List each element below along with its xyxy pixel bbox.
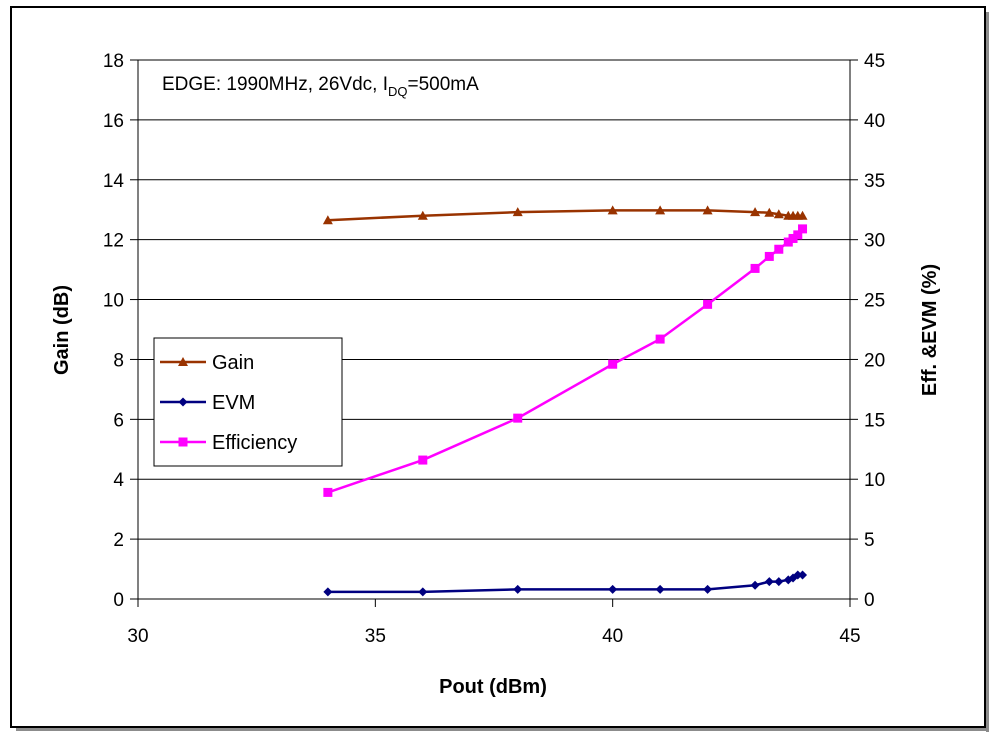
data-point bbox=[764, 207, 775, 217]
data-point bbox=[750, 580, 760, 590]
legend-label: Gain bbox=[212, 352, 254, 374]
chart-annotation: EDGE: 1990MHz, 26Vdc, IDQ=500mA bbox=[162, 74, 479, 99]
data-point bbox=[513, 413, 523, 423]
series-layer bbox=[322, 205, 808, 597]
data-point bbox=[178, 397, 188, 407]
y-tick-label: 2 bbox=[113, 530, 124, 551]
data-point bbox=[764, 251, 774, 261]
data-point bbox=[793, 230, 803, 240]
gridlines bbox=[138, 59, 850, 540]
y-tick-label: 16 bbox=[103, 111, 124, 132]
data-point bbox=[783, 237, 793, 247]
data-point bbox=[607, 205, 618, 215]
y-tick-label: 4 bbox=[113, 470, 124, 491]
legend-label: EVM bbox=[212, 392, 255, 414]
data-point bbox=[773, 209, 784, 219]
data-point bbox=[703, 299, 713, 309]
y2-tick-label: 5 bbox=[864, 530, 875, 551]
x-tick-label: 30 bbox=[127, 626, 148, 647]
y-axis-title: Gain (dB) bbox=[51, 285, 73, 375]
y2-tick-label: 40 bbox=[864, 111, 885, 132]
x-tick-label: 45 bbox=[839, 626, 860, 647]
y2-axis-title: Eff. &EVM (%) bbox=[919, 264, 941, 396]
y-tick-label: 18 bbox=[103, 51, 124, 72]
data-point bbox=[798, 224, 808, 234]
legend-label: Efficiency bbox=[212, 432, 297, 454]
y2-tick-label: 0 bbox=[864, 590, 875, 611]
series-line bbox=[327, 209, 803, 222]
data-point bbox=[798, 570, 808, 580]
data-point bbox=[608, 359, 618, 369]
data-point bbox=[774, 577, 784, 587]
data-point bbox=[750, 263, 760, 273]
y2-tick-label: 45 bbox=[864, 51, 885, 72]
series-line bbox=[327, 573, 803, 594]
data-point bbox=[178, 437, 188, 447]
data-point bbox=[512, 207, 523, 217]
y2-tick-label: 20 bbox=[864, 350, 885, 371]
data-point bbox=[513, 584, 523, 594]
x-tick-label: 40 bbox=[602, 626, 623, 647]
series-evm bbox=[323, 570, 808, 597]
series-efficiency bbox=[323, 224, 808, 497]
data-point bbox=[178, 357, 188, 366]
data-point bbox=[322, 215, 333, 225]
y2-tick-label: 15 bbox=[864, 410, 885, 431]
annotation-subscript: DQ bbox=[388, 84, 408, 99]
data-point bbox=[323, 487, 333, 497]
y2-tick-label: 10 bbox=[864, 470, 885, 491]
annotation-main: EDGE: 1990MHz, 26Vdc, I bbox=[162, 74, 388, 95]
frame-shadow-right bbox=[986, 12, 989, 732]
y-tick-label: 0 bbox=[113, 590, 124, 611]
data-point bbox=[788, 233, 798, 243]
annotation-suffix: =500mA bbox=[408, 74, 480, 95]
data-point bbox=[655, 584, 665, 594]
legend: Gain EVM Efficiency bbox=[153, 337, 343, 467]
axes: 0 2 4 6 8 10 12 14 16 18 0 5 10 15 20 25 30 35 40 45 30 35 40 4… bbox=[103, 51, 885, 647]
y-tick-label: 6 bbox=[113, 410, 124, 431]
data-point bbox=[702, 205, 713, 215]
y2-tick-label: 30 bbox=[864, 231, 885, 252]
series-gain bbox=[322, 205, 808, 225]
data-point bbox=[774, 244, 784, 254]
x-tick-label: 35 bbox=[365, 626, 386, 647]
y-tick-label: 12 bbox=[103, 231, 124, 252]
data-point bbox=[764, 577, 774, 587]
y2-tick-label: 35 bbox=[864, 171, 885, 192]
data-point bbox=[793, 570, 803, 580]
legend-item-efficiency: Efficiency bbox=[160, 432, 297, 454]
data-point bbox=[417, 210, 428, 220]
data-point bbox=[655, 334, 665, 344]
data-point bbox=[797, 210, 808, 220]
plot-area bbox=[137, 59, 851, 600]
data-point bbox=[608, 584, 618, 594]
y2-tick-label: 25 bbox=[864, 291, 885, 312]
x-axis-title: Pout (dBm) bbox=[439, 676, 547, 698]
data-point bbox=[418, 455, 428, 465]
legend-item-evm: EVM bbox=[160, 392, 255, 414]
data-point bbox=[750, 207, 761, 217]
y-tick-label: 14 bbox=[103, 171, 125, 192]
data-point bbox=[703, 584, 713, 594]
y-tick-label: 10 bbox=[103, 291, 124, 312]
series-line bbox=[327, 228, 804, 494]
legend-item-gain: Gain bbox=[160, 352, 254, 374]
frame-shadow-bottom bbox=[16, 728, 989, 731]
data-point bbox=[655, 205, 666, 215]
y-tick-label: 8 bbox=[113, 350, 124, 371]
data-point bbox=[418, 587, 428, 597]
data-point bbox=[323, 587, 333, 597]
